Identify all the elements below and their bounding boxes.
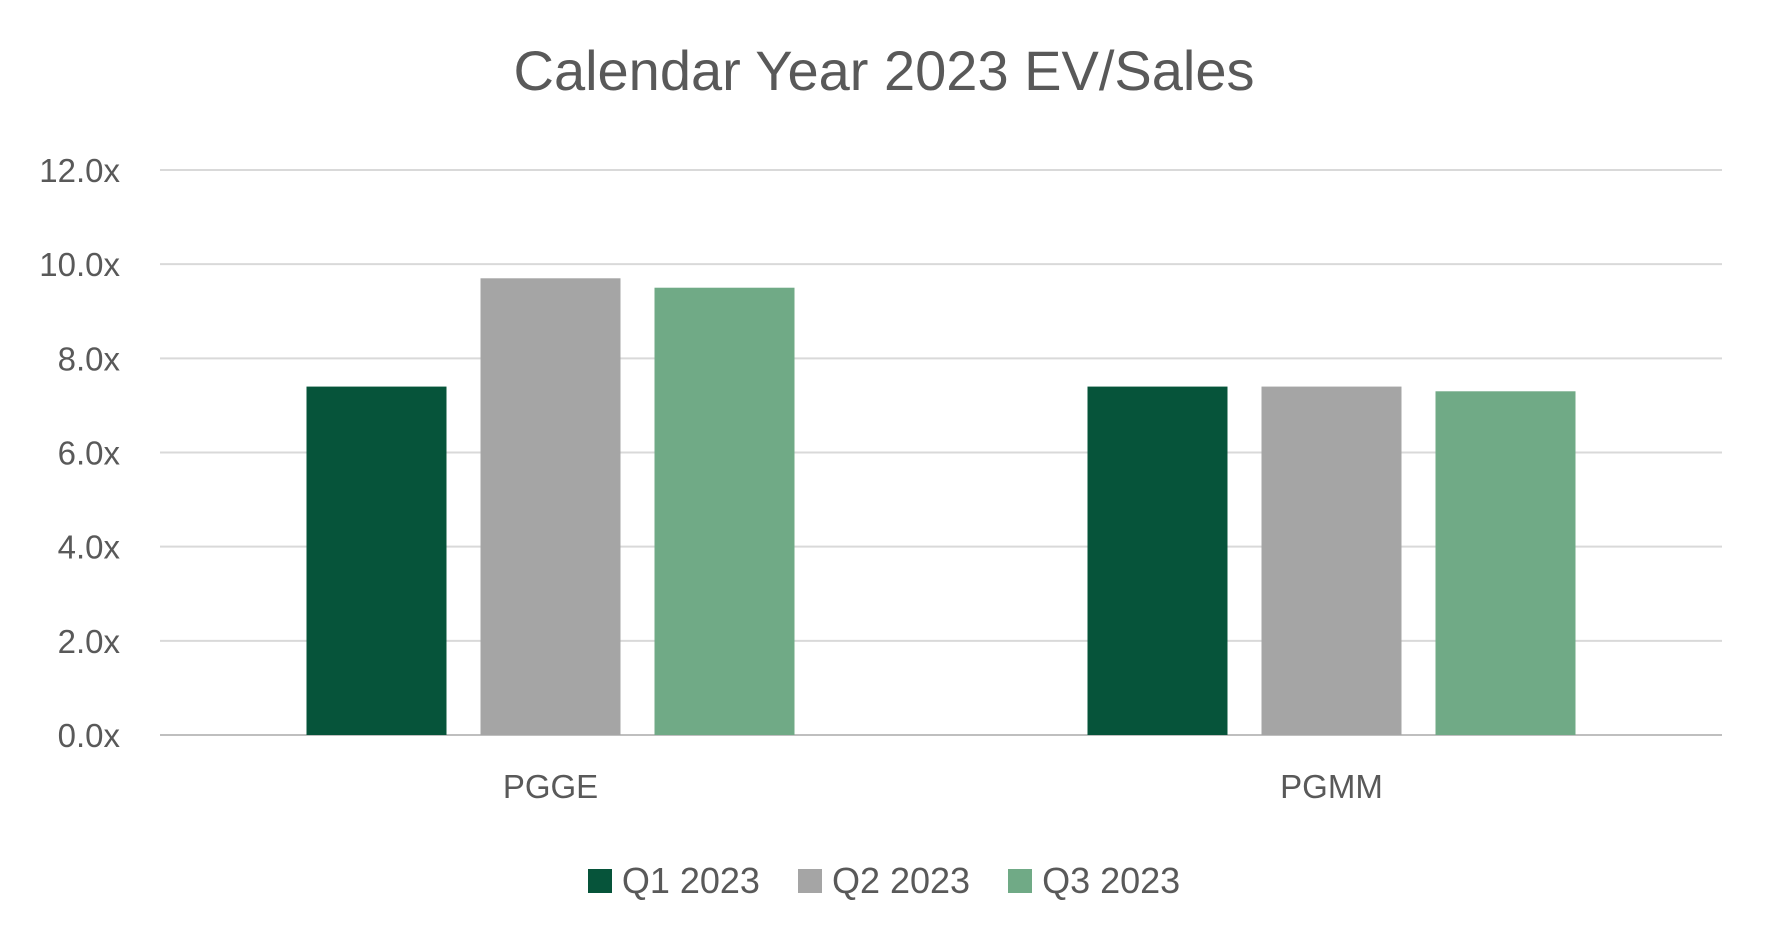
bar-pgge-q3-2023 — [654, 287, 795, 735]
bar-pgge-q1-2023 — [306, 386, 447, 735]
x-axis: PGGE PGMM — [503, 768, 1383, 805]
bar-pgge-q2-2023 — [480, 278, 621, 735]
y-tick-label: 8.0x — [58, 340, 121, 377]
legend-label: Q3 2023 — [1042, 860, 1181, 901]
y-axis: 0.0x 2.0x 4.0x 6.0x 8.0x 10.0x 12.0x — [39, 152, 120, 754]
legend-item: Q3 2023 — [1008, 860, 1180, 902]
y-tick-label: 12.0x — [39, 152, 120, 189]
y-tick-label: 6.0x — [58, 435, 121, 472]
y-tick-label: 2.0x — [58, 623, 121, 660]
legend-swatch — [587, 869, 612, 893]
x-category-label: PGGE — [503, 768, 598, 805]
y-tick-label: 4.0x — [58, 529, 121, 566]
legend-swatch — [797, 869, 822, 893]
chart-title: Calendar Year 2023 EV/Sales — [513, 39, 1255, 102]
legend: Q1 2023 Q2 2023 Q3 2023 — [0, 860, 1768, 902]
bar-pgmm-q2-2023 — [1261, 386, 1402, 735]
x-category-label: PGMM — [1280, 768, 1383, 805]
y-tick-label: 0.0x — [58, 717, 121, 754]
bar-pgmm-q1-2023 — [1087, 386, 1228, 735]
legend-item: Q1 2023 — [587, 860, 760, 902]
legend-label: Q1 2023 — [621, 860, 760, 901]
legend-label: Q2 2023 — [831, 860, 971, 901]
bar-pgmm-q3-2023 — [1435, 391, 1576, 735]
legend-item: Q2 2023 — [797, 860, 971, 902]
y-tick-label: 10.0x — [39, 246, 120, 283]
bars — [306, 278, 1576, 735]
legend-swatch — [1008, 869, 1033, 893]
